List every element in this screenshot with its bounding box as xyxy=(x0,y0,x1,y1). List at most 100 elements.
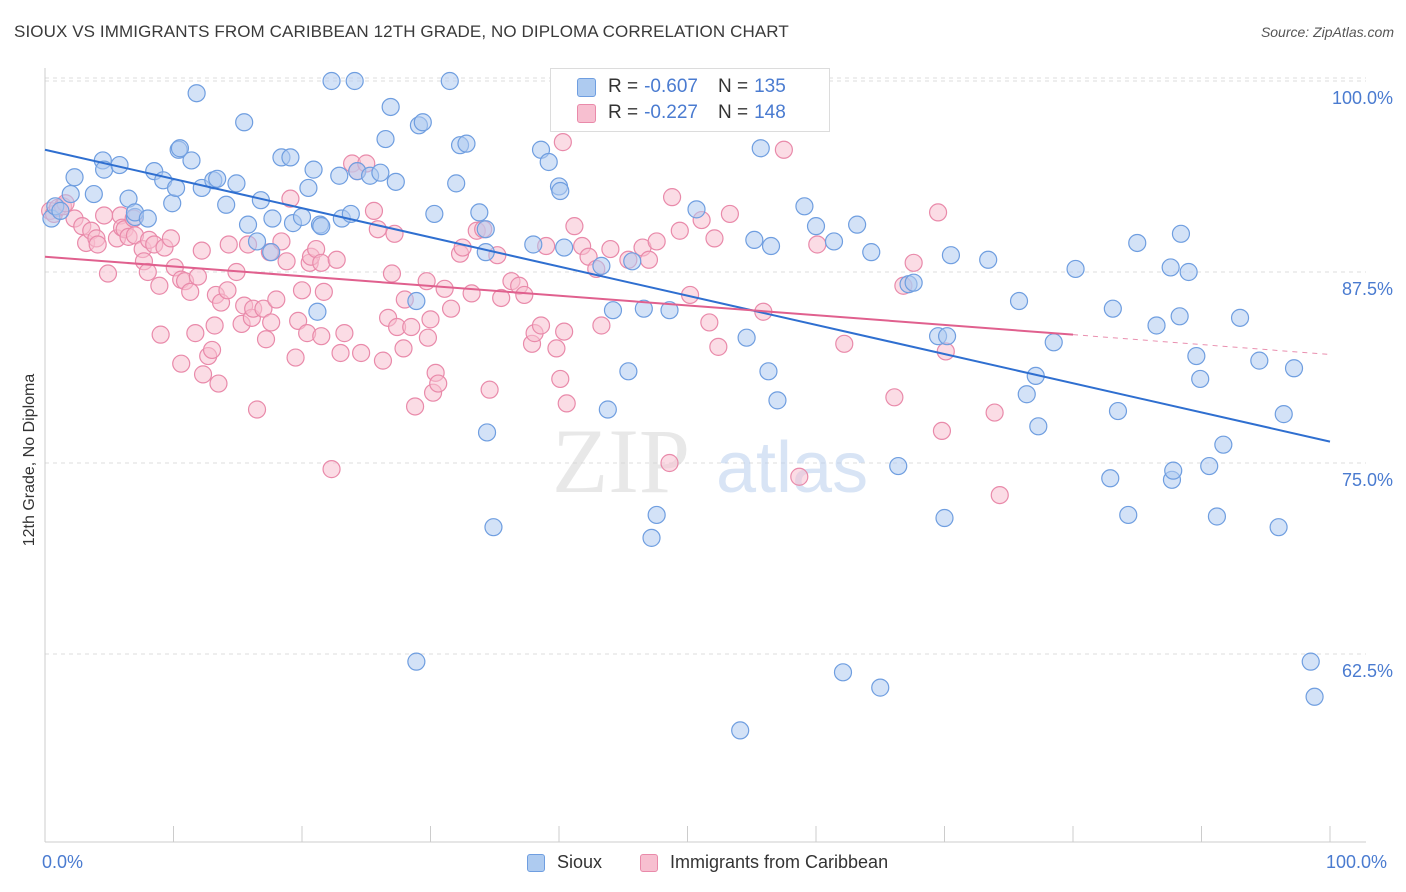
sioux-point xyxy=(619,362,638,381)
sioux-point xyxy=(806,217,826,236)
caribbean-point xyxy=(985,403,1004,422)
sioux-point xyxy=(731,721,750,740)
sioux-point xyxy=(227,174,246,193)
caribbean-point xyxy=(202,340,222,360)
caribbean-point xyxy=(352,343,371,363)
caribbean-point xyxy=(150,276,169,295)
sioux-point xyxy=(1274,405,1293,424)
sioux-point xyxy=(555,238,574,257)
sioux-point xyxy=(65,168,84,187)
caribbean-point xyxy=(188,267,208,286)
sioux-point xyxy=(292,207,312,227)
legend-box: R = -0.607 N = 135 R = -0.227 N = 148 xyxy=(550,68,830,132)
sioux-point xyxy=(737,328,756,347)
caribbean-point xyxy=(327,250,346,269)
caribbean-point xyxy=(928,203,948,222)
sioux-point xyxy=(312,217,331,236)
sioux-point xyxy=(1171,224,1191,243)
series-sioux-points xyxy=(42,71,1324,740)
sioux-point xyxy=(322,71,341,91)
sioux-point xyxy=(751,139,770,158)
sioux-point xyxy=(833,663,853,682)
caribbean-point xyxy=(990,485,1009,505)
caribbean-point xyxy=(885,388,904,407)
caribbean-point xyxy=(138,262,157,282)
sioux-point xyxy=(904,273,923,292)
sioux-point xyxy=(235,113,254,132)
sioux-point xyxy=(477,423,497,442)
sioux-point xyxy=(61,184,80,204)
caribbean-point xyxy=(193,365,213,384)
caribbean-point xyxy=(555,322,574,341)
caribbean-point xyxy=(565,217,584,236)
caribbean-point xyxy=(660,453,679,473)
caribbean-point xyxy=(209,374,228,393)
y-tick-label: 100.0% xyxy=(1332,88,1393,108)
sioux-point xyxy=(551,181,570,201)
caribbean-point xyxy=(88,235,107,254)
caribbean-point xyxy=(551,369,570,389)
caribbean-point xyxy=(639,250,659,269)
sioux-point xyxy=(208,169,227,188)
sioux-point xyxy=(425,204,444,224)
sioux-point xyxy=(247,232,267,251)
caribbean-point xyxy=(700,313,719,332)
caribbean-point xyxy=(277,252,296,271)
sioux-point xyxy=(935,508,954,528)
sioux-point xyxy=(263,209,282,228)
legend-n-value: 148 xyxy=(754,102,786,123)
sioux-point xyxy=(166,178,186,198)
legend-r-value: -0.227 xyxy=(644,102,698,123)
sioux-point xyxy=(642,528,661,547)
sioux-point xyxy=(1250,351,1269,370)
sioux-point xyxy=(1164,461,1183,480)
sioux-point xyxy=(660,301,679,320)
sioux-point xyxy=(262,243,281,262)
sioux-point xyxy=(84,184,103,204)
bottom-legend-label-caribbean: Immigrants from Caribbean xyxy=(670,852,889,872)
sioux-point xyxy=(1179,262,1198,282)
sioux-point xyxy=(1305,687,1324,706)
sioux-point xyxy=(476,220,495,239)
bottom-legend-sioux: Sioux xyxy=(527,852,602,873)
sioux-point xyxy=(299,178,318,198)
sioux-point xyxy=(138,209,157,228)
sioux-point xyxy=(848,215,867,234)
sioux-point xyxy=(376,129,395,149)
sioux-point xyxy=(1108,401,1128,421)
source-label: Source: ZipAtlas.com xyxy=(1260,24,1394,40)
sioux-point xyxy=(634,299,653,318)
caribbean-point xyxy=(192,241,211,260)
caribbean-point xyxy=(373,351,393,370)
caribbean-point xyxy=(720,204,740,224)
sioux-point xyxy=(937,327,957,346)
sioux-point xyxy=(1200,456,1219,476)
y-tick-labels: 100.0% 87.5% 75.0% 62.5% xyxy=(1332,88,1393,681)
caribbean-point xyxy=(547,339,566,358)
caribbean-point xyxy=(262,313,281,332)
caribbean-point xyxy=(592,316,611,335)
caribbean-point xyxy=(219,235,238,254)
sioux-point xyxy=(687,200,706,219)
sioux-point xyxy=(484,518,503,537)
sioux-point xyxy=(862,243,881,262)
caribbean-point xyxy=(247,400,267,419)
caribbean-point xyxy=(405,397,425,416)
sioux-point xyxy=(470,203,489,222)
caribbean-point xyxy=(557,394,576,413)
sioux-point xyxy=(330,166,349,185)
caribbean-point xyxy=(553,133,572,152)
caribbean-point xyxy=(186,324,205,343)
caribbean-point xyxy=(441,299,461,318)
caribbean-point xyxy=(709,337,728,356)
caribbean-point xyxy=(267,290,286,309)
sioux-point xyxy=(745,230,764,250)
caribbean-point xyxy=(421,310,440,329)
caribbean-point xyxy=(254,299,273,318)
caribbean-point xyxy=(181,282,200,301)
sioux-point xyxy=(824,232,844,251)
caribbean-point xyxy=(670,221,689,240)
sioux-point xyxy=(647,505,666,525)
sioux-point xyxy=(761,236,781,256)
